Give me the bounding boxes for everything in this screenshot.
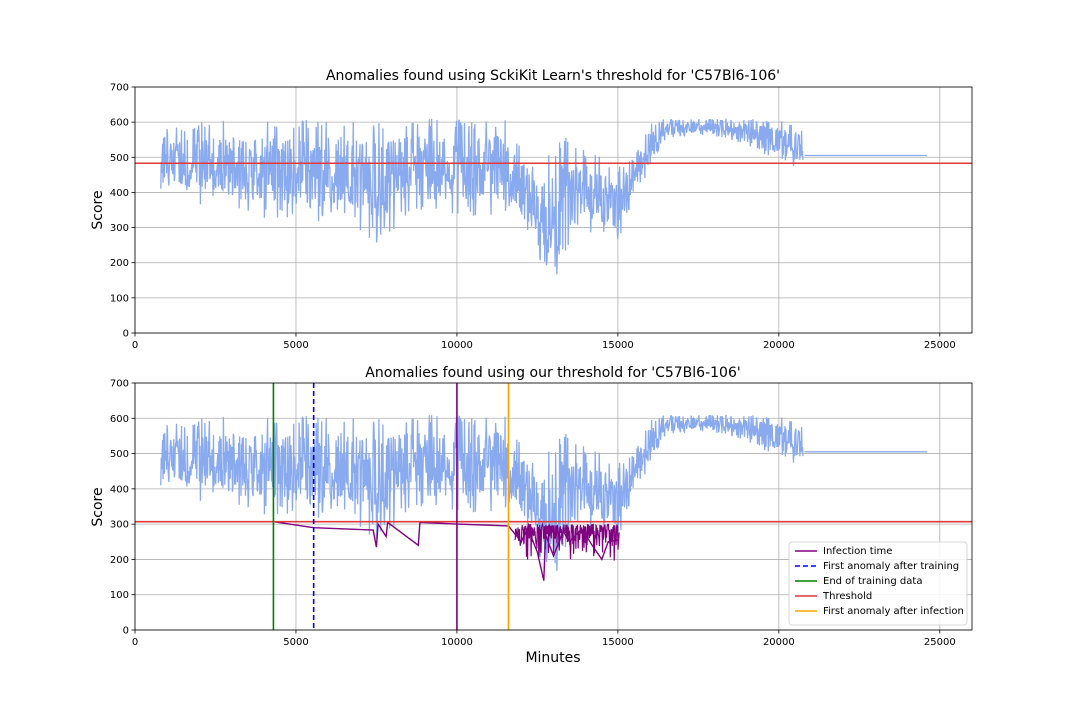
score-series [160,414,927,581]
y-tick-label: 300 [110,520,129,531]
x-axis-label: Minutes [525,650,580,666]
y-tick-label: 400 [110,188,129,199]
score-series [160,118,927,275]
x-tick-label: 15000 [602,340,634,351]
legend-box [788,541,968,626]
reference-lines [135,383,972,630]
series-line [160,118,804,275]
x-tick-label: 25000 [924,340,956,351]
x-tick-label: 10000 [441,637,473,648]
chart-title: Anomalies found using our threshold for … [365,365,740,381]
anomaly-spikes [514,522,620,561]
y-tick-label: 500 [110,153,129,164]
legend-label: Infection time [823,546,892,557]
plot-frame [134,382,973,631]
y-tick-label: 0 [123,329,129,340]
x-tick-label: 5000 [283,637,308,648]
x-tick-label: 25000 [924,637,956,648]
x-tick-label: 20000 [763,637,795,648]
y-tick-label: 300 [110,223,129,234]
y-axis-label: Score [90,487,106,526]
legend-label: End of training data [823,576,922,587]
y-tick-label: 600 [110,414,129,425]
x-tick-label: 15000 [602,637,634,648]
y-tick-label: 700 [110,83,129,94]
legend-label: Threshold [822,591,872,602]
y-tick-label: 700 [110,379,129,390]
axis-ticks: 0 5000 10000 15000 20000 25000 0 100 200 300 400 50… [110,83,956,352]
plot-frame [134,86,973,334]
y-tick-label: 200 [110,555,129,566]
y-tick-label: 100 [110,590,129,601]
legend: Infection time First anomaly after traini… [788,541,968,626]
legend-label: First anomaly after training [823,561,959,572]
y-tick-label: 200 [110,258,129,269]
x-tick-label: 10000 [441,340,473,351]
chart-our-threshold: Anomalies found using our threshold for … [90,365,973,666]
y-tick-label: 400 [110,484,129,495]
y-tick-label: 600 [110,118,129,129]
chart-title: Anomalies found using SckiKit Learn's th… [326,68,780,84]
y-tick-label: 500 [110,449,129,460]
x-tick-label: 0 [132,340,138,351]
y-axis-label: Score [90,190,106,229]
x-tick-label: 0 [132,637,138,648]
legend-label: First anomaly after infection [823,606,964,617]
y-tick-label: 0 [123,626,129,637]
x-tick-label: 5000 [283,340,308,351]
x-tick-label: 20000 [763,340,795,351]
chart-sklearn-threshold: Anomalies found using SckiKit Learn's th… [90,68,973,352]
axis-ticks: 0 5000 10000 15000 20000 25000 0 100 200 300 400 50… [110,379,956,649]
y-tick-label: 100 [110,293,129,304]
series-line [160,414,804,571]
